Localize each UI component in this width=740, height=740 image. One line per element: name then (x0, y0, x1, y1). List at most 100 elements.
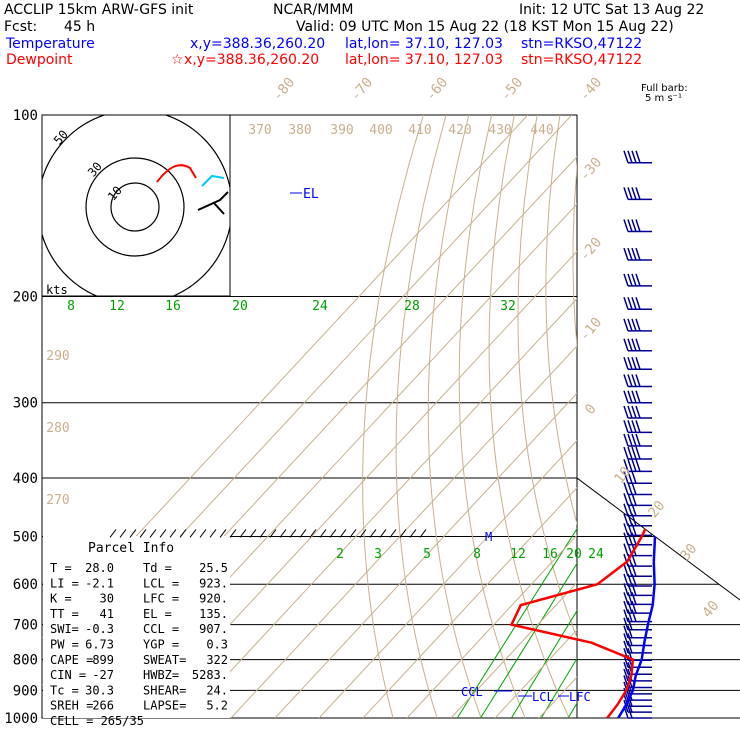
wind-barb (623, 273, 652, 287)
isotherm-label--30: -30 (577, 155, 606, 185)
isotherm-label--60: -60 (423, 75, 452, 105)
barb-feather (623, 687, 629, 701)
barb-feather (635, 247, 641, 261)
parcel-info-bg (43, 536, 230, 718)
barb-feather (623, 633, 629, 646)
barb-feather (635, 273, 641, 287)
wind-barb (623, 625, 652, 639)
parcel-row-label2: SHEAR= (143, 683, 186, 697)
isotherm (450, 581, 577, 718)
barb-feather (635, 219, 641, 232)
dry-adiabats (362, 115, 740, 718)
parcel-row-value: 30.3 (85, 683, 114, 697)
barb-legend-line2: 5 m s⁻¹ (645, 93, 682, 104)
parcel-row-label2: HWBZ= (143, 668, 179, 682)
pressure-label-100: 100 (13, 108, 38, 124)
parcel-row-label: LI = (50, 576, 79, 590)
lcl-label: LCL (532, 690, 554, 704)
hodograph-upper-level (197, 191, 229, 215)
dry-adiabat (625, 115, 740, 718)
hodograph-ring (85, 157, 185, 257)
barb-feather (627, 150, 633, 163)
barb-feather (627, 318, 633, 332)
parcel-row-label: CAPE = (50, 653, 93, 667)
barb-feather (623, 661, 629, 675)
pressure-label-900: 900 (13, 683, 38, 699)
mixing-ratio-line (510, 609, 577, 718)
barb-feather (623, 405, 629, 419)
barb-feather (635, 459, 641, 472)
barb-feather (627, 609, 633, 622)
barb-feather (635, 405, 641, 419)
barb-feather (623, 459, 629, 472)
lfc-label: LFC (569, 690, 591, 704)
mixing-label-12: 12 (109, 299, 125, 314)
dry-adiabat (599, 115, 740, 718)
barb-feather (627, 338, 633, 351)
wind-barb (623, 338, 652, 352)
dry-adiabat (427, 115, 482, 718)
barb-feather (635, 420, 641, 433)
mixing-label-16: 16 (165, 299, 181, 314)
barb-feather (623, 609, 629, 622)
barb-feather (627, 420, 633, 433)
isotherm (230, 345, 577, 718)
pressure-label-800: 800 (13, 653, 38, 669)
mixing-label-28: 28 (404, 299, 420, 314)
barb-feather (627, 390, 633, 403)
parcel-row-label2: LAPSE= (143, 699, 186, 713)
barb-feather (627, 592, 633, 605)
model-title: ACCLIP 15km ARW-GFS init (4, 2, 194, 18)
barb-feather (631, 532, 637, 545)
barb-feather (635, 187, 641, 200)
dry-adiabat (719, 115, 740, 718)
barb-panel-edge (576, 477, 740, 601)
barb-feather (631, 420, 637, 433)
parcel-row-value: 30 (100, 592, 114, 606)
mixing-label-8: 8 (67, 299, 75, 314)
wind-barb (623, 297, 652, 311)
dry-adiabat-label-380: 380 (288, 123, 311, 138)
mixing-label-20: 20 (232, 299, 248, 314)
barb-feather (631, 503, 637, 517)
mixing-label-lower-2: 2 (336, 547, 344, 562)
parcel-row-value: -2.1 (85, 576, 114, 590)
barb-feather (627, 405, 633, 419)
isotherm (186, 297, 577, 718)
barb-feather (631, 553, 637, 567)
pressure-label-400: 400 (13, 471, 38, 487)
parcel-row-value: 899 (92, 653, 114, 667)
barb-feather (627, 219, 633, 232)
parcel-row-label: CELL = 265/35 (50, 714, 144, 728)
temperature-legend: Temperature (6, 36, 95, 52)
parcel-row-value: 266 (92, 699, 114, 713)
barb-feather (623, 150, 629, 163)
wind-barb (623, 356, 652, 370)
barb-feather (623, 482, 629, 495)
parcel-row-label: PW = (50, 638, 79, 652)
dry-adiabat-label-430: 430 (488, 123, 511, 138)
barb-feather (627, 633, 633, 646)
temperature-stn: stn=RKSO,47122 (521, 36, 643, 52)
hatch-500 (109, 529, 427, 538)
parcel-row-value2: 907. (199, 622, 228, 636)
barb-feather (631, 513, 637, 527)
parcel-row-label: SREH = (50, 699, 93, 713)
hodograph-low-level (156, 164, 197, 183)
barb-feather (627, 297, 633, 310)
barb-feather (631, 150, 637, 163)
parcel-row-value: 28.0 (85, 561, 114, 575)
barb-feather (623, 523, 629, 536)
barb-feather (631, 609, 637, 622)
dry-adiabat (362, 115, 424, 718)
barb-feather (623, 433, 629, 447)
dewpoint-legend: Dewpoint (6, 52, 73, 68)
barb-feather (627, 374, 633, 387)
barb-feather (623, 625, 629, 638)
barb-feather (623, 390, 629, 403)
parcel-row-label2: LCL = (143, 576, 179, 590)
dry-adiabat-label-410: 410 (408, 123, 431, 138)
dry-adiabat-label-270: 270 (46, 493, 69, 508)
dry-adiabat (673, 115, 740, 718)
